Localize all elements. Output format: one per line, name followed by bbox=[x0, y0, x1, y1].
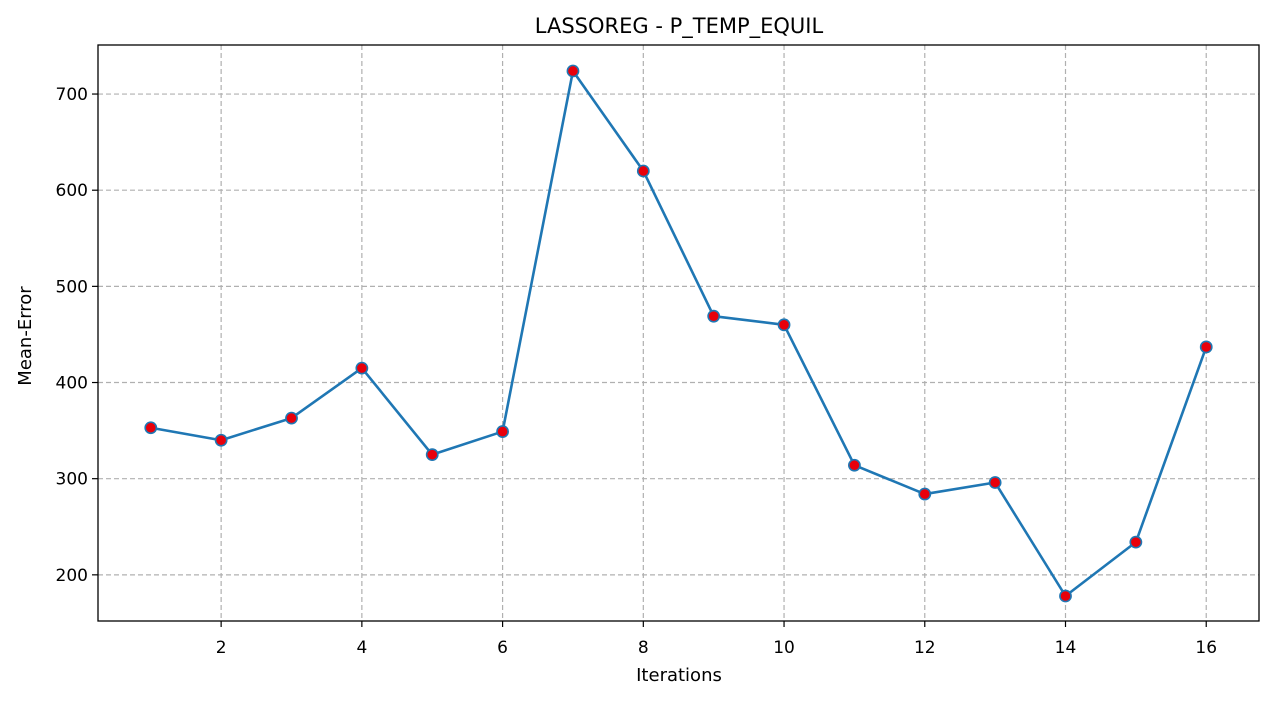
grid-lines bbox=[98, 45, 1259, 621]
y-tick-label: 700 bbox=[56, 85, 88, 105]
axes bbox=[92, 44, 1260, 627]
x-tick-label: 14 bbox=[1055, 638, 1077, 658]
data-point bbox=[1199, 340, 1213, 354]
x-tick-label: 16 bbox=[1195, 638, 1217, 658]
data-point bbox=[918, 487, 932, 501]
plot-frame bbox=[97, 44, 1260, 622]
y-tick-label: 600 bbox=[56, 181, 88, 201]
x-tick-label: 2 bbox=[216, 638, 227, 658]
y-tick-label: 500 bbox=[56, 277, 88, 297]
data-point bbox=[988, 476, 1002, 489]
data-point bbox=[848, 458, 861, 472]
x-tick-label: 6 bbox=[497, 638, 508, 658]
data-point bbox=[777, 318, 791, 332]
y-axis-label: Mean-Error bbox=[15, 286, 36, 386]
data-point bbox=[425, 448, 439, 462]
y-tick-label: 200 bbox=[56, 566, 88, 586]
data-point bbox=[707, 309, 721, 323]
y-tick-label: 400 bbox=[56, 374, 88, 394]
data-point bbox=[214, 433, 228, 447]
x-tick-label: 4 bbox=[356, 638, 367, 658]
data-series bbox=[144, 64, 1213, 603]
x-tick-label: 10 bbox=[773, 638, 795, 658]
data-point bbox=[496, 425, 509, 438]
data-point bbox=[355, 361, 369, 375]
x-axis-label: Iterations bbox=[636, 665, 722, 686]
data-point bbox=[566, 64, 580, 78]
tick-labels: 2 4 6 8 10 12 14 16 200 300 400 500 600 700 bbox=[56, 85, 1218, 658]
series-line bbox=[150, 69, 1208, 598]
data-point bbox=[1059, 589, 1072, 603]
y-tick-label: 300 bbox=[56, 470, 88, 490]
x-tick-label: 12 bbox=[914, 638, 936, 658]
data-point bbox=[1129, 535, 1143, 549]
chart-title: LASSOREG - P_TEMP_EQUIL bbox=[535, 14, 824, 39]
data-point bbox=[285, 411, 298, 425]
data-point bbox=[144, 421, 158, 435]
data-point bbox=[636, 164, 650, 178]
x-tick-label: 8 bbox=[638, 638, 649, 658]
